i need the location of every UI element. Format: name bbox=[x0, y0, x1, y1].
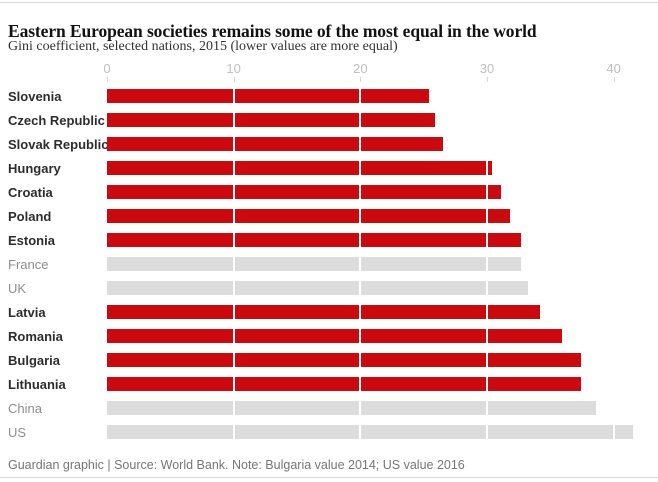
chart-row: Hungary bbox=[0, 157, 658, 181]
gini-bar bbox=[107, 377, 581, 391]
chart-row: Latvia bbox=[0, 301, 658, 325]
x-tick-label: 40 bbox=[606, 61, 621, 76]
country-label: China bbox=[8, 401, 42, 416]
top-rule bbox=[0, 2, 658, 3]
gini-bar bbox=[107, 305, 541, 319]
x-tick-label: 20 bbox=[353, 61, 368, 76]
gini-bar bbox=[107, 329, 562, 343]
chart-row: Estonia bbox=[0, 229, 658, 253]
bar-rows: Slovenia Czech Republic Slovak Republic Hun… bbox=[0, 85, 658, 445]
x-tick-label: 0 bbox=[103, 61, 111, 76]
chart-row: Romania bbox=[0, 325, 658, 349]
country-label: Slovenia bbox=[8, 89, 62, 104]
chart-row: Lithuania bbox=[0, 373, 658, 397]
x-axis: 0 10 20 30 40 bbox=[103, 61, 639, 83]
x-tick-mark bbox=[613, 77, 615, 82]
page-title: Eastern European societies remains some … bbox=[8, 20, 537, 41]
chart-row: US bbox=[0, 421, 658, 445]
country-label: Romania bbox=[8, 329, 63, 344]
country-label: US bbox=[8, 425, 27, 440]
chart-row: France bbox=[0, 253, 658, 277]
chart-row: Bulgaria bbox=[0, 349, 658, 373]
country-label: UK bbox=[8, 281, 27, 296]
gini-bar bbox=[107, 161, 493, 175]
gini-bar bbox=[107, 401, 596, 415]
gini-bar bbox=[107, 257, 522, 271]
country-label: Bulgaria bbox=[8, 353, 61, 368]
page-subtitle: Gini coefficient, selected nations, 2015… bbox=[8, 39, 398, 54]
gini-bar bbox=[107, 233, 522, 247]
gini-bar bbox=[107, 137, 443, 151]
footer-credit: Guardian graphic | Source: World Bank. N… bbox=[8, 458, 465, 472]
chart-row: Czech Republic bbox=[0, 109, 658, 133]
x-tick-label: 10 bbox=[226, 61, 241, 76]
chart-row: Poland bbox=[0, 205, 658, 229]
gini-bar bbox=[107, 185, 501, 199]
country-label: Czech Republic bbox=[8, 113, 105, 128]
gini-bar bbox=[107, 89, 429, 103]
country-label: Hungary bbox=[8, 161, 61, 176]
country-label: Croatia bbox=[8, 185, 53, 200]
country-label: Latvia bbox=[8, 305, 46, 320]
country-label: Estonia bbox=[8, 233, 55, 248]
x-tick-mark bbox=[233, 77, 235, 82]
gini-bar bbox=[107, 281, 528, 295]
country-label: France bbox=[8, 257, 49, 272]
gini-bar bbox=[107, 113, 436, 127]
x-tick-label: 30 bbox=[479, 61, 495, 76]
x-tick-mark bbox=[360, 77, 362, 82]
chart-row: UK bbox=[0, 277, 658, 301]
country-label: Slovak Republic bbox=[8, 137, 109, 152]
chart-row: Croatia bbox=[0, 181, 658, 205]
x-tick-mark bbox=[107, 77, 108, 82]
chart-row: China bbox=[0, 397, 658, 421]
chart-row: Slovenia bbox=[0, 85, 658, 109]
x-tick-mark bbox=[487, 77, 488, 82]
country-label: Poland bbox=[8, 209, 52, 224]
chart-row: Slovak Republic bbox=[0, 133, 658, 157]
gini-bar bbox=[107, 209, 510, 223]
gini-bar bbox=[107, 353, 581, 367]
bottom-rule bbox=[0, 477, 658, 478]
country-label: Lithuania bbox=[8, 377, 66, 392]
gini-bar bbox=[107, 425, 633, 439]
